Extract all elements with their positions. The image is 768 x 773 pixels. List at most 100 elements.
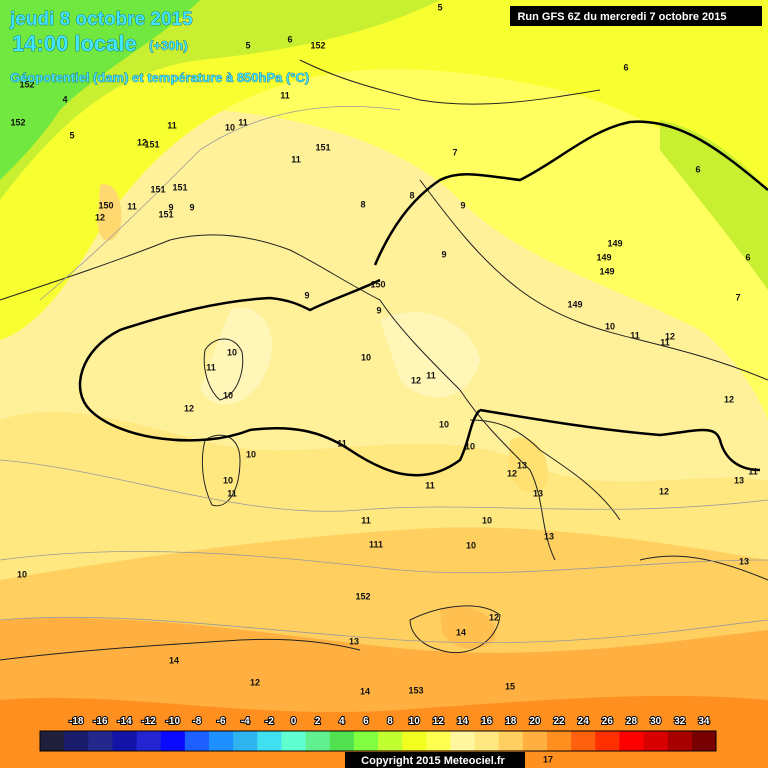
contour-label: 14 [456, 627, 466, 637]
color-swatch [619, 731, 645, 751]
contour-label: 8 [360, 199, 365, 209]
isotherms [0, 106, 768, 644]
contour-label: 10 [482, 515, 492, 525]
contour-label: 10 [223, 390, 233, 400]
colorbar-label: -14 [117, 716, 132, 727]
contour-label: 10 [439, 419, 449, 429]
color-swatch [305, 731, 331, 751]
colorbar-label: 30 [650, 716, 662, 727]
contour-label: 9 [168, 202, 173, 212]
contour-label: 149 [596, 252, 611, 262]
contour-label: 11 [426, 370, 436, 380]
contour-label: 10 [227, 347, 237, 357]
contour-label: 11 [361, 515, 371, 525]
contour-label: 6 [745, 252, 750, 262]
colorbar-frame [39, 730, 717, 752]
contour-label: 11 [127, 201, 137, 211]
colorbar-label: 32 [674, 716, 686, 727]
contour-label: 111 [369, 539, 383, 549]
colorbar-label: -8 [192, 716, 201, 727]
contour-label: 9 [460, 200, 465, 210]
color-swatch [667, 731, 693, 751]
contour-label: 12 [665, 331, 675, 341]
contour-label: 7 [452, 147, 457, 157]
color-swatch [160, 731, 186, 751]
contour-label: 8 [409, 190, 414, 200]
contour-label: 151 [144, 139, 159, 149]
contour-label: 5 [245, 40, 250, 50]
contour-label: 151 [315, 142, 330, 152]
contour-label: 10 [466, 540, 476, 550]
colorbar-label: 6 [363, 716, 369, 727]
geopotential-contours [78, 120, 768, 477]
contour-label: 10 [17, 569, 27, 579]
contour-label: 152 [355, 591, 370, 601]
colorbar-label: -12 [141, 716, 156, 727]
run-box [510, 6, 762, 26]
colorbar-label: 24 [578, 716, 590, 727]
colorbar-label: 16 [481, 716, 493, 727]
contour-label: 13 [517, 460, 527, 470]
color-swatch [378, 731, 403, 751]
contour-label: 11 [280, 90, 290, 100]
contour-label: 149 [567, 299, 582, 309]
color-swatch [353, 731, 379, 751]
contour-label: 153 [408, 685, 423, 695]
copyright: Copyright 2015 Meteociel.fr [361, 755, 505, 767]
contour-label: 12 [184, 403, 194, 413]
colorbar-label: -18 [69, 716, 84, 727]
colorbar: -18 -16 -14 -12 -10 -8 -6 -4 -2 0 2 4 6 8 10 12 14 16 18 20… [39, 715, 717, 752]
color-swatch [281, 731, 307, 751]
contour-label: 11 [238, 117, 248, 127]
color-swatch [64, 731, 89, 751]
colorbar-label: 10 [409, 716, 421, 727]
coastlines [0, 59, 768, 661]
colorbar-label: 14 [457, 716, 469, 727]
time-title: 14:00 locale [12, 31, 137, 56]
contour-label: 11 [425, 480, 435, 490]
contour-label: 6 [623, 62, 628, 72]
contour-label: 149 [599, 266, 614, 276]
color-swatch [402, 731, 427, 751]
contour-label: 9 [304, 290, 309, 300]
contour-label: 11 [337, 438, 347, 448]
contour-label: 152 [310, 40, 325, 50]
colorbar-label: 2 [315, 716, 321, 727]
contour-label: 152 [19, 79, 34, 89]
contour-label: 13 [349, 636, 359, 646]
contour-label: 12 [507, 468, 517, 478]
contour-label: 10 [361, 352, 371, 362]
contour-label: 4 [62, 94, 67, 104]
colorbar-label: 34 [698, 716, 710, 727]
colorbar-label: -6 [217, 716, 226, 727]
color-swatch [595, 731, 620, 751]
contour-label: 5 [69, 130, 74, 140]
color-swatch [691, 731, 717, 751]
contour-label: 10 [465, 441, 475, 451]
contour-label: 13 [544, 531, 554, 541]
color-swatch [450, 731, 476, 751]
color-swatch [498, 731, 524, 751]
color-swatch [257, 731, 282, 751]
contour-label: 11 [227, 488, 237, 498]
copyright-box [345, 752, 525, 768]
color-swatch [474, 731, 500, 751]
color-swatch [329, 731, 355, 751]
colorbar-label: 20 [529, 716, 541, 727]
contour-label: 13 [739, 556, 749, 566]
contour-label: 12 [411, 375, 421, 385]
contour-label: 150 [98, 200, 113, 210]
colorbar-label: -2 [265, 716, 274, 727]
contour-label: 9 [441, 249, 446, 259]
date-title: jeudi 8 octobre 2015 [9, 9, 193, 30]
lead-time: (+30h) [149, 38, 188, 53]
colorbar-label: 12 [433, 716, 445, 727]
contour-label: 150 [370, 279, 385, 289]
contour-label: 13 [533, 488, 543, 498]
contour-label: 11 [660, 337, 670, 347]
contour-label: 7 [735, 292, 740, 302]
contour-label: 149 [607, 238, 622, 248]
contour-label: 15 [505, 681, 515, 691]
